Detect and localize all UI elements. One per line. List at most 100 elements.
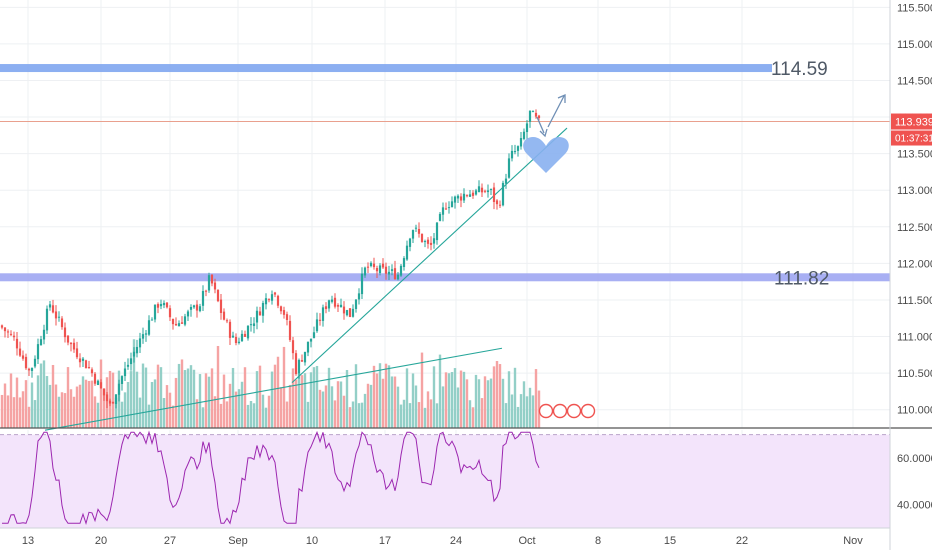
volume-bar	[204, 373, 208, 428]
candle-body	[330, 299, 334, 302]
candle-body	[60, 318, 64, 328]
candle-body	[99, 382, 103, 389]
candle-body	[198, 306, 202, 312]
volume-bar	[144, 367, 148, 428]
candle-body	[231, 335, 235, 338]
volume-bar	[159, 367, 163, 428]
candle-body	[306, 341, 310, 353]
volume-bar	[174, 377, 178, 428]
candle-body	[3, 327, 7, 332]
volume-bar	[54, 384, 58, 428]
volume-bar	[6, 395, 10, 428]
volume-bar	[450, 372, 454, 428]
volume-bar	[57, 396, 61, 428]
candle-body	[387, 271, 391, 275]
candle-body	[531, 111, 535, 113]
candle-body	[360, 273, 364, 295]
candle-body	[27, 368, 31, 371]
trendlines	[44, 127, 568, 431]
time-tick-label: 22	[736, 535, 748, 547]
volume-bar	[345, 370, 349, 428]
volume-bar	[288, 384, 292, 428]
candle-body	[453, 196, 457, 203]
time-tick-label: 17	[379, 535, 391, 547]
candle-body	[282, 310, 286, 315]
volume-bar	[225, 401, 229, 428]
candle-body	[48, 304, 52, 308]
candle-body	[504, 178, 508, 184]
candle-body	[285, 314, 289, 321]
volume-bar	[300, 375, 304, 428]
candle-body	[456, 195, 460, 199]
candle-body	[15, 338, 19, 349]
volume-bar	[180, 359, 184, 428]
candle-body	[393, 268, 397, 280]
candle-body	[468, 194, 472, 197]
volume-bar	[381, 378, 385, 428]
volume-bar	[489, 378, 493, 428]
volume-bar	[153, 379, 157, 428]
volume-bar	[444, 372, 448, 428]
candle-body	[168, 308, 172, 318]
candle-body	[375, 268, 379, 272]
candle-body	[216, 289, 220, 302]
volume-bar	[510, 394, 514, 428]
volume-bar	[111, 372, 115, 428]
volume-bar	[114, 397, 118, 428]
volume-bar	[0, 394, 4, 428]
volume-bar	[528, 387, 532, 428]
candle-body	[534, 112, 538, 117]
volume-bar	[324, 385, 328, 428]
candle-body	[441, 207, 445, 215]
candle-body	[348, 308, 352, 318]
volume-bar	[285, 401, 289, 428]
volume-bar	[354, 364, 358, 428]
volume-bar	[513, 367, 517, 428]
volume-bar	[372, 365, 376, 428]
volume-bar	[504, 403, 508, 428]
volume-bar	[63, 393, 67, 428]
volume-bar	[537, 390, 541, 428]
candle-body	[315, 319, 319, 332]
candle-body	[144, 333, 148, 335]
candle-body	[0, 325, 4, 328]
volume-bar	[102, 388, 106, 428]
candle-body	[279, 306, 283, 312]
candle-body	[42, 329, 46, 340]
candle-body	[12, 335, 16, 338]
arrow-up-head	[557, 94, 566, 103]
candle-body	[39, 339, 43, 346]
candle-body	[303, 351, 307, 363]
time-tick-label: 24	[450, 535, 462, 547]
volume-bar	[21, 391, 25, 428]
volume-bar	[78, 384, 82, 428]
volume-bar	[168, 392, 172, 428]
level-label: 114.59	[771, 59, 828, 80]
candle-body	[258, 311, 262, 316]
volume-bar	[177, 363, 181, 428]
candle-body	[24, 356, 28, 369]
volume-bar	[183, 370, 187, 428]
volume-bar	[30, 382, 34, 428]
volume-bar	[27, 406, 31, 428]
last-price-tag	[891, 113, 932, 130]
candle-body	[30, 367, 34, 371]
time-tick-label: Nov	[843, 535, 863, 547]
candle-body	[192, 305, 196, 308]
volume-bar	[264, 407, 268, 428]
candle-body	[510, 150, 514, 159]
volume-bar	[81, 376, 85, 428]
volume-bar	[384, 363, 388, 428]
volume-bar	[12, 397, 16, 428]
candle-body	[90, 369, 94, 374]
candle-body	[159, 303, 163, 307]
candle-body	[414, 227, 418, 229]
candle-body	[372, 263, 376, 268]
candle-body	[474, 190, 478, 195]
candle-body	[483, 190, 487, 192]
volume-bar	[216, 345, 220, 428]
rsi-tick-label: 60.0000	[897, 453, 932, 465]
candle-body	[366, 266, 370, 268]
volume-bar	[9, 373, 13, 428]
